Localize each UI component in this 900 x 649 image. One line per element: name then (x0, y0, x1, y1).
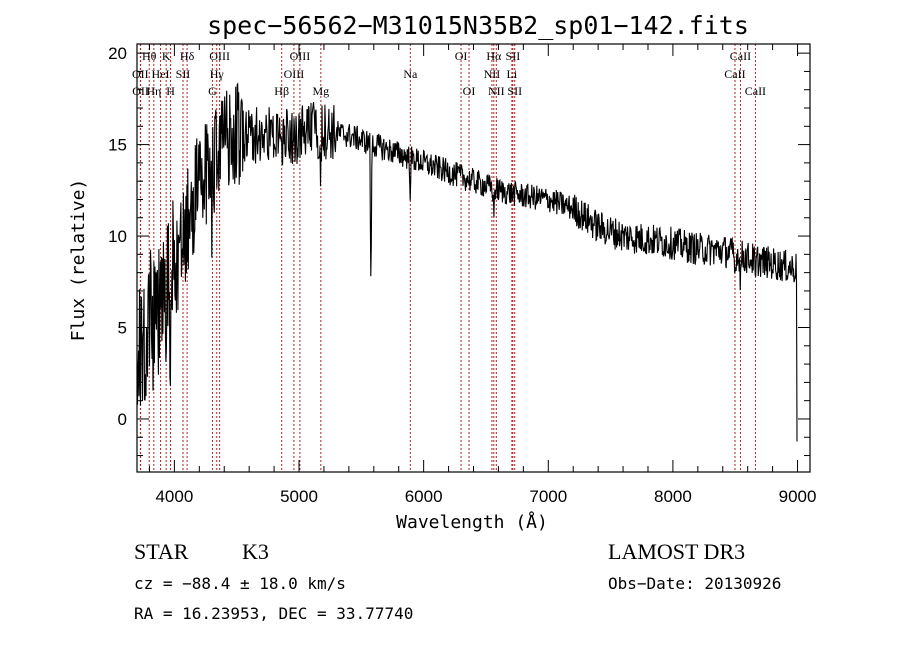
spectral-line-label: Na (403, 67, 418, 81)
spectral-line-label: OIII (290, 49, 311, 63)
spectral-line-markers (139, 44, 756, 472)
spectral-line-label: OI (455, 49, 468, 63)
spectral-line-label: NII (484, 67, 501, 81)
object-subclass: K3 (242, 539, 269, 564)
spectral-line-label: CaII (745, 84, 766, 98)
spectral-line-label: Hη (146, 84, 161, 98)
spectral-line-label: OII (132, 67, 149, 81)
spectral-line-label: Hα (486, 49, 502, 63)
y-tick-label: 0 (118, 410, 127, 429)
x-axis-ticks: 4000 5000 6000 7000 8000 9000 (148, 44, 817, 506)
spectral-line-label: SII (506, 49, 521, 63)
obs-date: Obs−Date: 20130926 (608, 574, 781, 593)
spectral-line-label: K (162, 49, 171, 63)
x-tick-label: 9000 (779, 487, 817, 506)
spectral-line-label: SII (507, 84, 522, 98)
spectral-line-label: CaII (724, 67, 745, 81)
spectral-line-label: OIII (284, 67, 305, 81)
redshift-readout: cz = −88.4 ± 18.0 km/s (134, 574, 346, 593)
coordinates: RA = 16.23953, DEC = 33.77740 (134, 604, 413, 623)
x-tick-label: 5000 (280, 487, 318, 506)
y-tick-label: 5 (118, 319, 127, 338)
x-axis-label: Wavelength (Å) (396, 511, 548, 533)
spectral-line-label: Hθ (142, 49, 157, 63)
survey-name: LAMOST DR3 (608, 539, 745, 564)
y-axis-label: Flux (relative) (68, 179, 89, 342)
x-tick-label: 6000 (405, 487, 443, 506)
x-tick-label: 7000 (529, 487, 567, 506)
spectral-line-label: CaII (730, 49, 751, 63)
spectral-line-label: Hδ (180, 49, 195, 63)
chart-title: spec−56562−M31015N35B2_sp01−142.fits (207, 11, 749, 40)
x-tick-label: 8000 (654, 487, 692, 506)
spectral-line-label: OIII (209, 49, 230, 63)
spectral-line-label: H (166, 84, 175, 98)
spectral-line-label: Hβ (274, 84, 289, 98)
x-tick-label: 4000 (155, 487, 193, 506)
spectral-line-label: NII (488, 84, 505, 98)
spectral-line-label: Mg (312, 84, 329, 98)
spectral-line-label: OI (463, 84, 476, 98)
object-class: STAR (134, 539, 189, 564)
spectral-line-label: Li (507, 67, 518, 81)
spectral-line-label: G (208, 84, 217, 98)
y-tick-label: 10 (108, 227, 127, 246)
spectral-line-label: Hγ (210, 67, 225, 81)
y-tick-label: 20 (108, 44, 127, 63)
spectrum-line (137, 82, 798, 442)
spectral-line-label: SII (176, 67, 191, 81)
y-axis-ticks: 0 5 10 15 20 (108, 44, 810, 457)
spectral-line-label: HeI (152, 67, 170, 81)
y-tick-label: 15 (108, 136, 127, 155)
